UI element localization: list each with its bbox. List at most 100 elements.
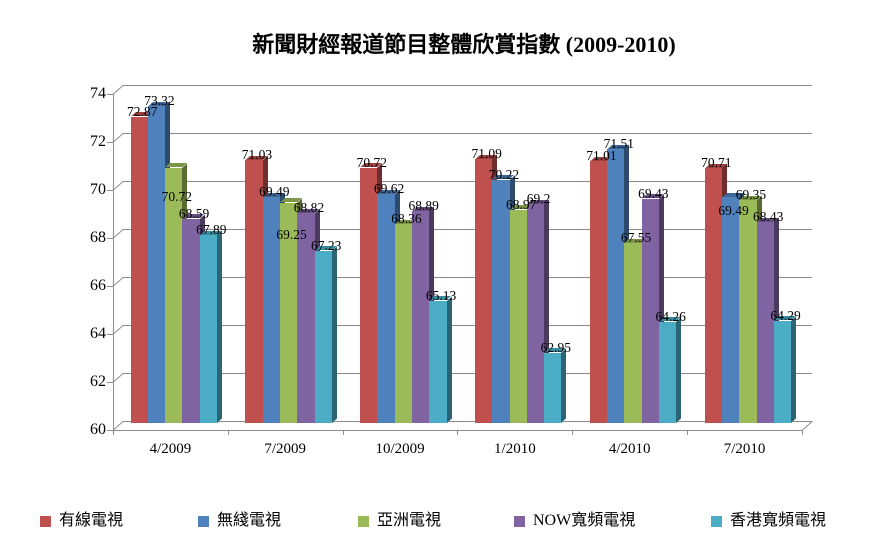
bar [526,199,550,423]
x-axis-category-label: 10/2009 [375,441,425,457]
bar-value-label: 65.13 [425,287,457,303]
x-axis-category-label: 7/2010 [723,441,766,457]
y-axis-tick [107,334,113,335]
y-axis-tick-label: 70 [90,181,106,198]
y-axis-tick-label: 74 [90,85,106,102]
legend-swatch [198,516,209,527]
bar-front-face [314,250,332,423]
gridline [123,181,812,182]
bar-value-label: 68.36 [391,211,422,227]
bar-front-face [147,105,166,423]
bar-value-label: 70.22 [488,166,520,182]
legend-label: 有線電視 [59,512,124,529]
legend-swatch [358,516,369,527]
bar-value-label: 73.32 [144,92,175,108]
bar-value-label: 72.87 [126,103,158,119]
gridline [123,85,812,86]
bar-front-face [721,197,740,423]
x-axis-category-label: 4/2010 [608,441,651,457]
y-axis-line [113,94,114,430]
bar-front-face [641,198,660,423]
bar-side-face [331,246,337,423]
bar-front-face [412,211,430,423]
y-axis-tick-label: 60 [90,421,106,438]
bar-value-label: 71.51 [603,136,634,152]
bar [279,198,303,423]
legend-swatch [514,516,525,527]
bar-front-face [704,168,722,423]
bar-value-label: 67.55 [620,230,652,246]
y-axis-tick [107,190,113,191]
bar [314,246,337,423]
bar [721,192,745,423]
x-axis-tick [113,430,114,435]
x-axis-tick [572,430,574,435]
bar [756,217,779,423]
bar-front-face [509,209,527,423]
bar-side-face [446,296,452,423]
bar-front-face [199,235,217,423]
bar-side-face [676,317,682,423]
legend-label: 香港寬頻電視 [730,512,827,529]
bar-value-label: 69.25 [276,226,307,242]
x-axis-category-label: 4/2009 [149,441,192,457]
bar [773,316,797,423]
bar-value-label: 62.95 [540,339,572,355]
bar [130,112,153,423]
bar-value-label: 70.72 [356,154,387,170]
bar [360,163,383,423]
bar-front-face [624,243,642,423]
legend-swatch [711,516,722,527]
gridline [123,421,812,422]
x-axis-category-label: 1/2010 [494,441,536,457]
bar-value-label: 70.71 [701,155,732,171]
bar-value-label: 69.62 [373,181,405,197]
x-axis-tick [801,430,803,435]
legend-item: 亞洲電視 [358,513,441,529]
bar-front-face [377,194,395,423]
bar-value-label: 71.09 [471,146,502,162]
bar-front-face [182,218,200,423]
y-axis-tick-label: 68 [90,229,106,246]
legend-swatch [40,516,51,527]
y-axis-tick [107,238,113,239]
bar [492,175,515,423]
bar-value-label: 68.43 [753,209,784,225]
bar [245,156,268,423]
bar [262,192,285,423]
bar-front-face [492,179,510,423]
bar-front-face [165,167,183,423]
bar [659,317,682,423]
y-axis-tick [107,382,113,383]
legend-item: 無綫電視 [198,513,281,529]
bar-value-label: 69.49 [259,184,290,200]
bar [199,230,222,423]
bar [377,189,400,423]
legend-label: 無綫電視 [217,512,282,529]
bar-front-face [526,204,545,423]
bar [589,156,613,423]
bar-front-face [607,149,625,423]
bar-side-face [216,230,222,423]
x-axis-tick [227,430,229,435]
x-axis-tick [687,430,689,435]
x-axis-tick [342,430,344,435]
bar [147,101,171,423]
x-axis-tick [457,430,459,435]
gridline [123,325,812,326]
gridline [123,277,812,278]
bar-value-label: 69.35 [735,187,767,203]
bar [297,208,320,423]
bar-front-face [589,160,608,423]
legend-label: NOW寬頻電視 [533,512,636,529]
bar-front-face [262,197,280,423]
bar-value-label: 64.29 [770,307,801,323]
chart-title: 新聞財經報道節目整體欣賞指數 (2009-2010) [252,32,676,57]
bar-front-face [130,116,148,423]
bar-side-face [561,348,567,423]
bar-front-face [429,300,447,423]
y-axis-tick-label: 62 [90,373,106,390]
legend-item: NOW寬頻電視 [514,513,635,529]
